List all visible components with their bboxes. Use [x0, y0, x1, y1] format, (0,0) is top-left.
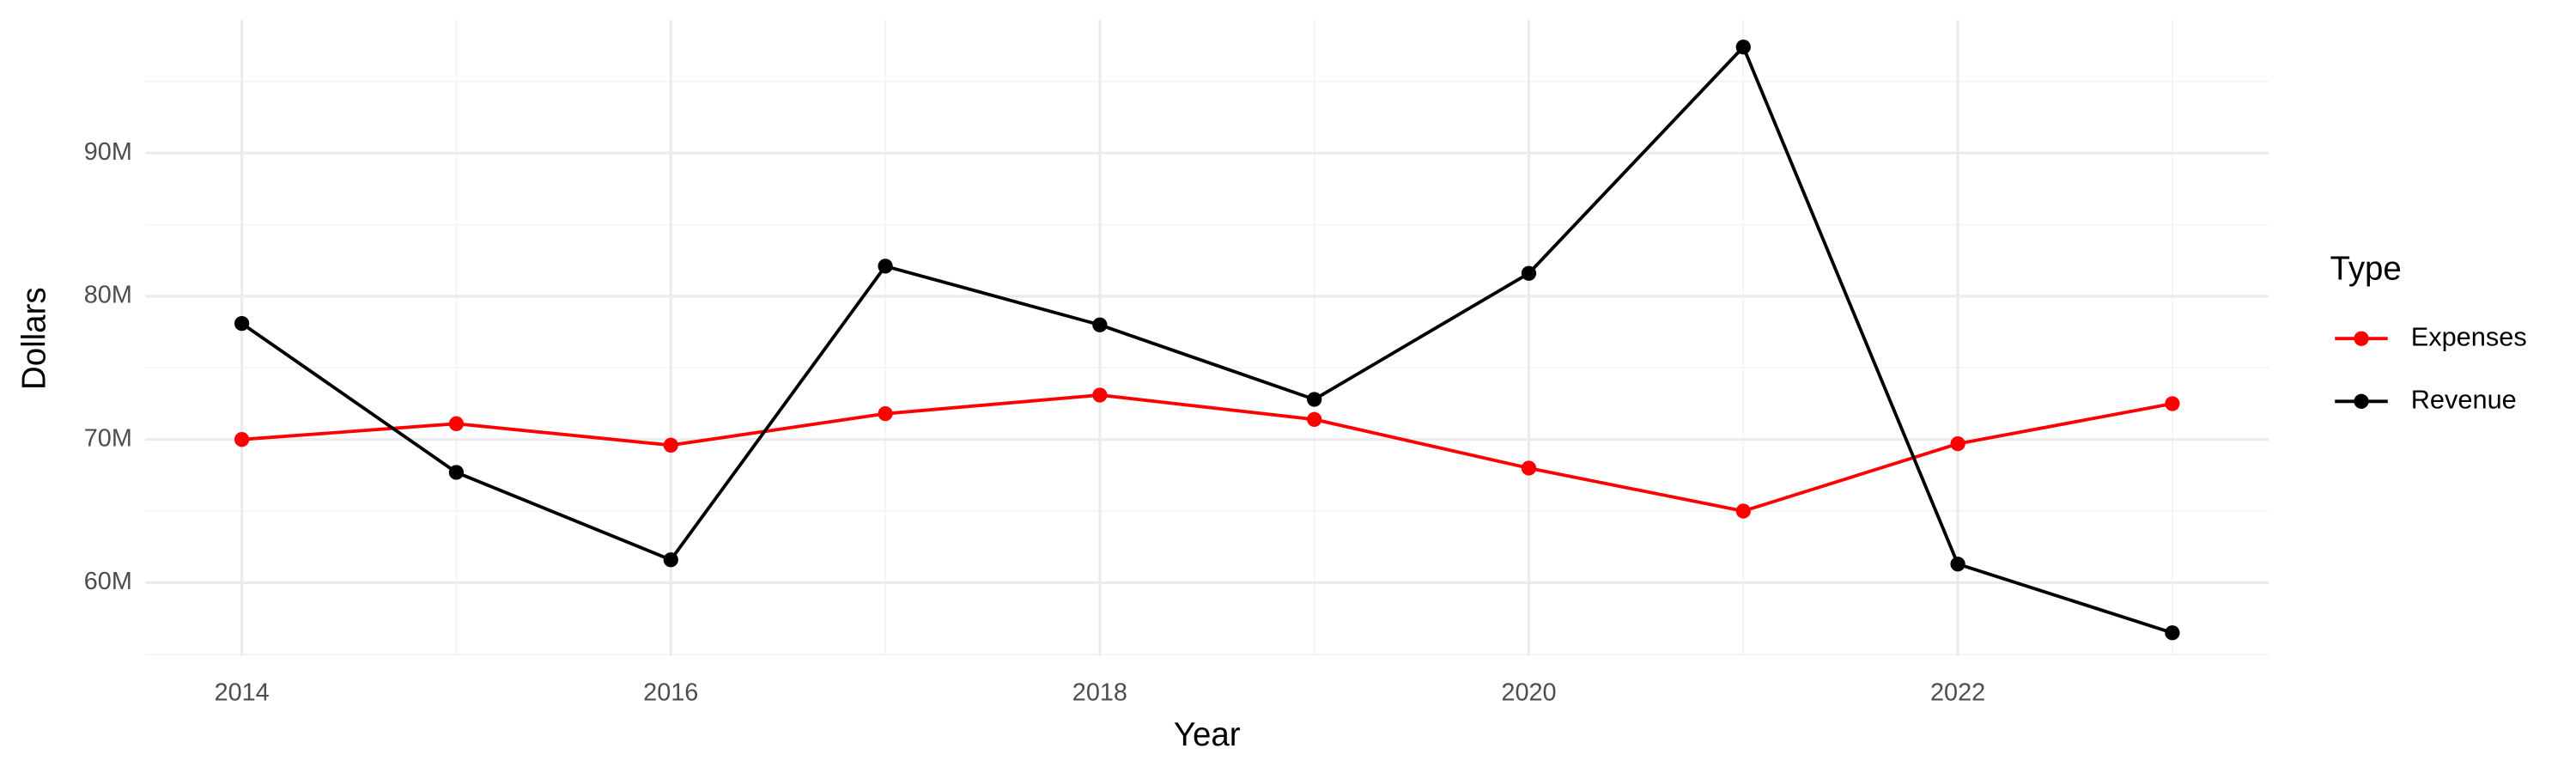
data-point [878, 259, 893, 274]
data-point [1521, 460, 1537, 476]
data-point [663, 552, 678, 568]
data-point [448, 465, 465, 480]
y-axis-title: Dollars [15, 287, 52, 390]
data-point [234, 315, 250, 332]
data-point [663, 437, 678, 453]
data-point [1307, 392, 1322, 407]
data-point [1950, 436, 1965, 452]
x-axis-title: Year [1174, 716, 1241, 753]
data-point [1735, 503, 1751, 519]
x-tick-label: 2018 [1072, 679, 1127, 706]
legend-key [2354, 393, 2369, 409]
data-point [1950, 557, 1965, 572]
legend-label: Expenses [2411, 321, 2527, 351]
x-tick-label: 2014 [215, 679, 270, 706]
x-tick-label: 2016 [643, 679, 698, 706]
y-tick-label: 70M [84, 424, 132, 452]
y-tick-label: 60M [84, 568, 132, 595]
legend-key [2354, 331, 2369, 346]
data-point [878, 405, 893, 422]
data-point [1307, 411, 1322, 427]
data-point [1735, 40, 1751, 55]
grid [145, 20, 2269, 656]
data-point [1092, 317, 1108, 332]
data-point [448, 416, 465, 431]
legend-title: Type [2330, 251, 2401, 288]
series-line [241, 393, 2173, 514]
data-point [2165, 396, 2180, 411]
x-tick-label: 2020 [1501, 679, 1556, 706]
data-point [1521, 265, 1537, 281]
y-tick-label: 90M [84, 138, 132, 166]
x-tick-label: 2022 [1930, 679, 1985, 706]
data-point [1092, 387, 1108, 403]
series-line [240, 44, 2173, 635]
y-tick-label: 80M [84, 282, 132, 309]
data-point [2165, 625, 2180, 641]
data-point [234, 432, 250, 447]
legend-label: Revenue [2411, 384, 2517, 414]
